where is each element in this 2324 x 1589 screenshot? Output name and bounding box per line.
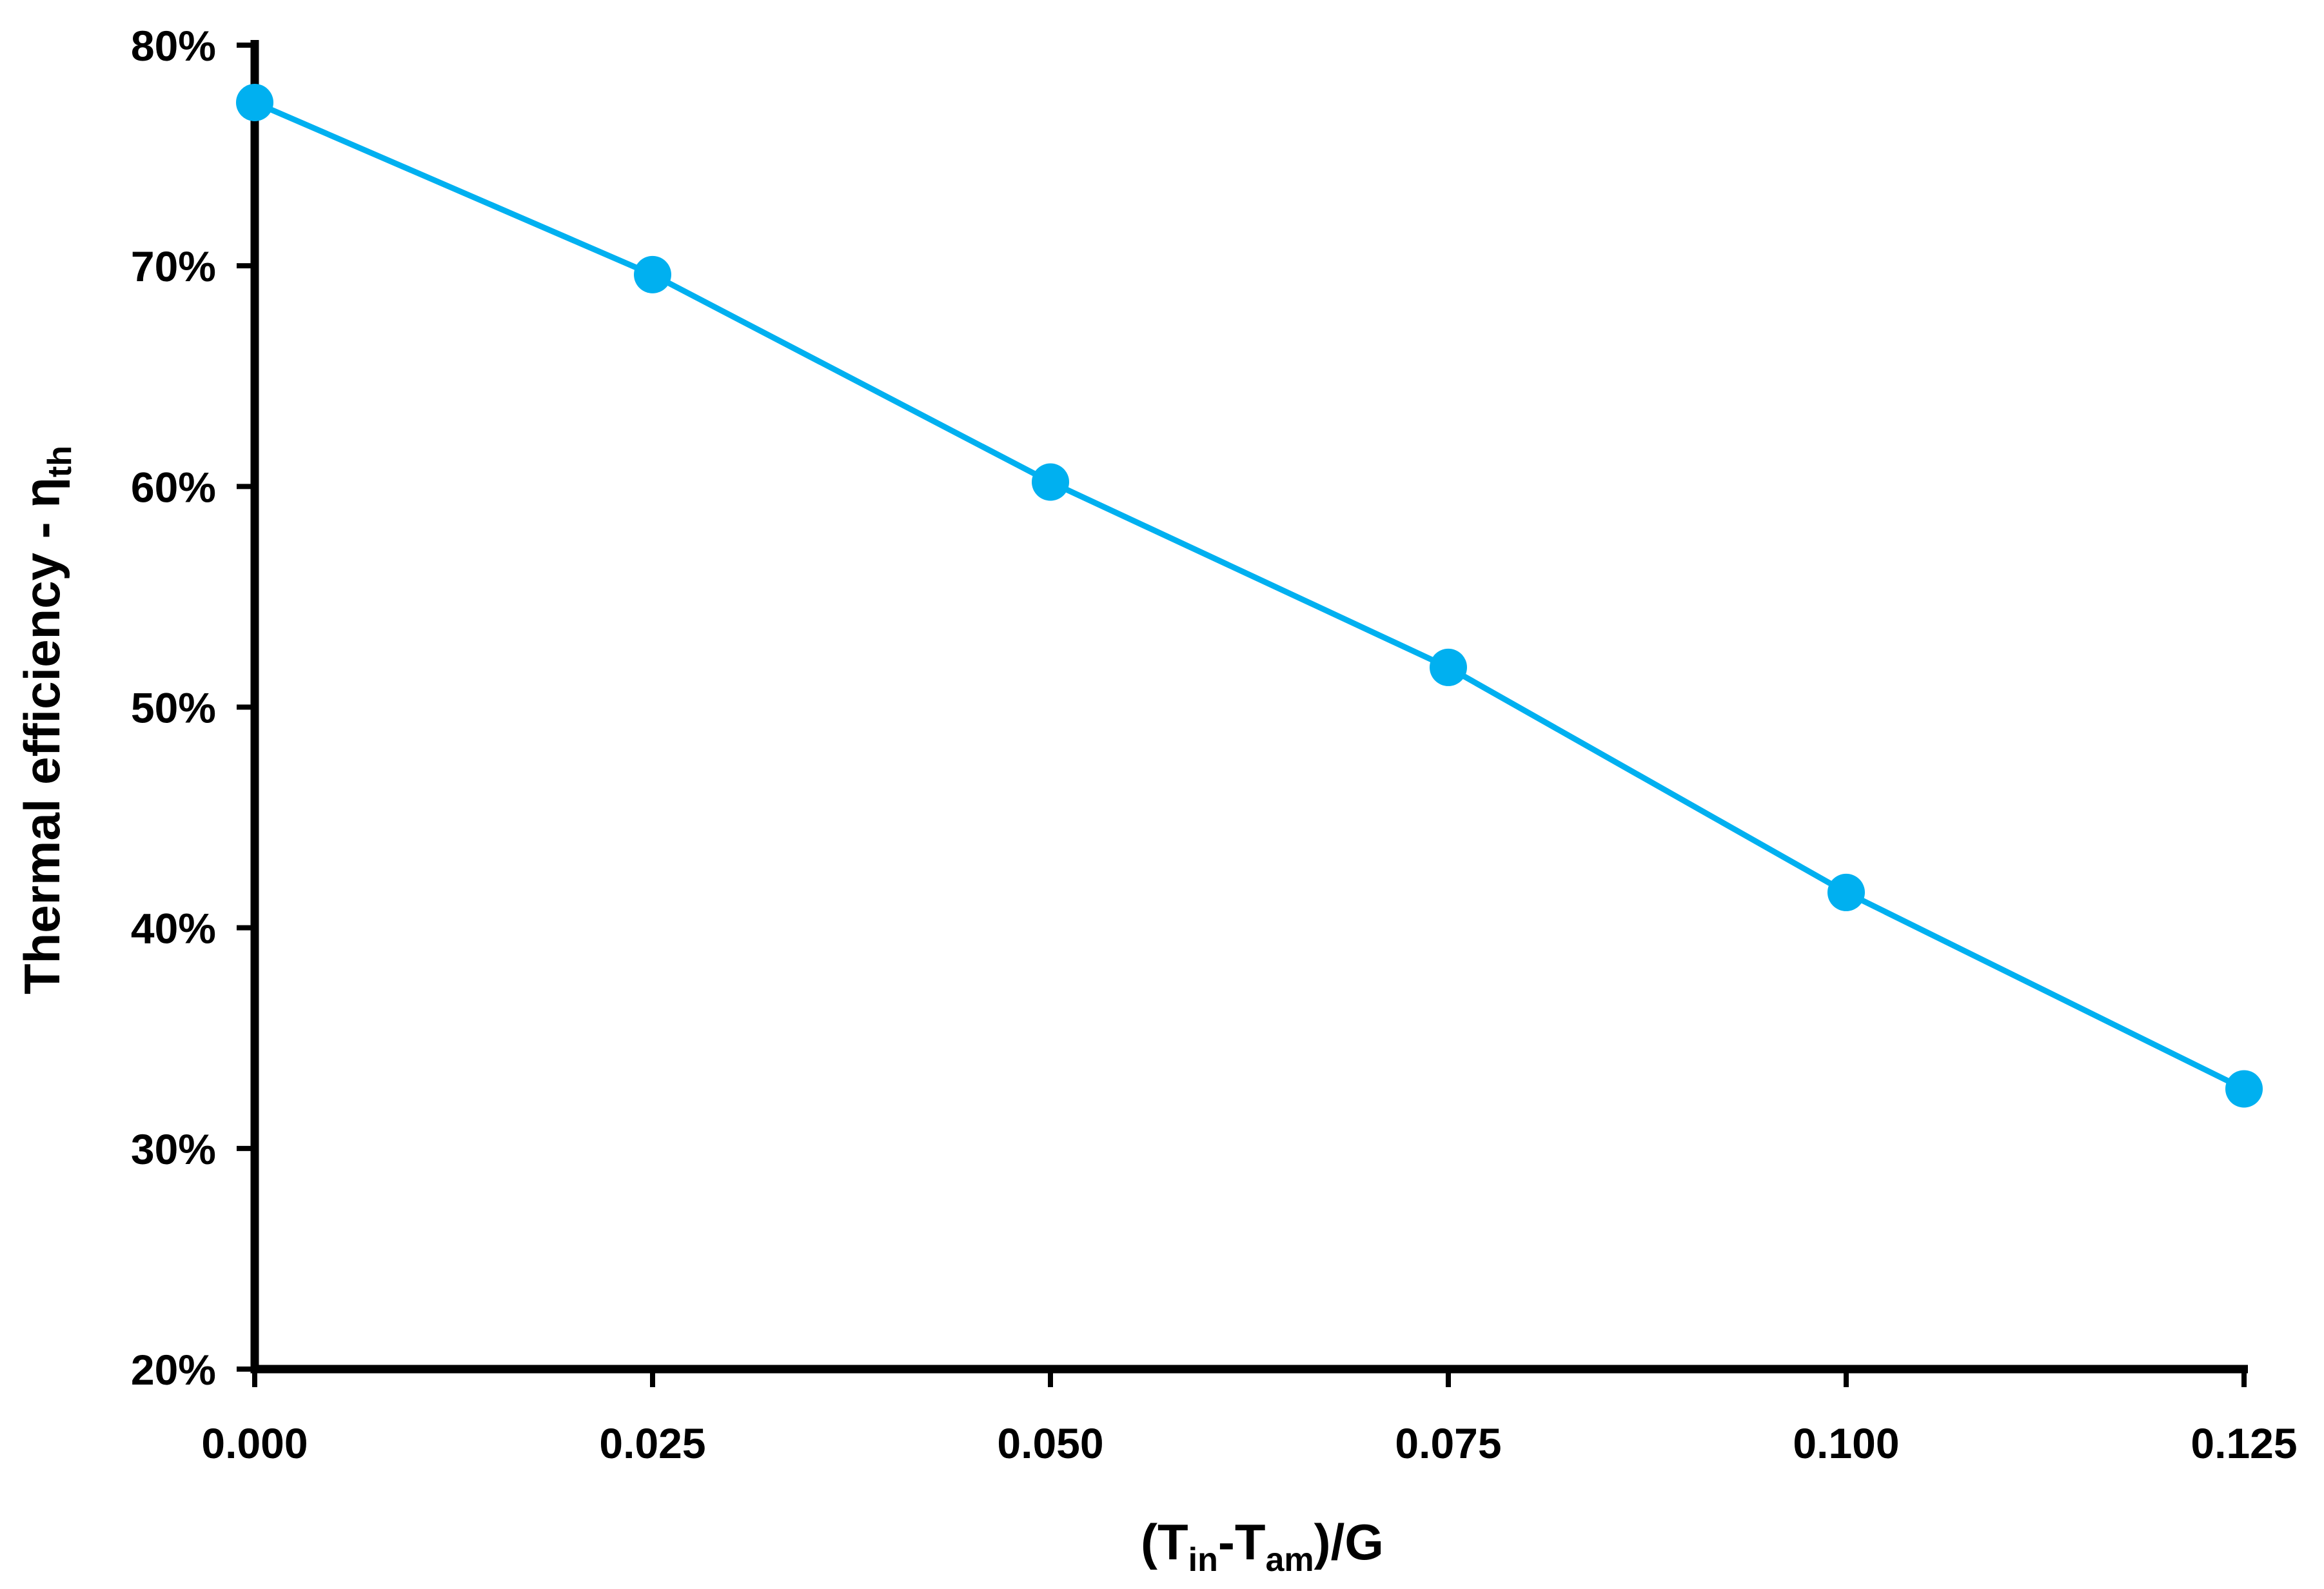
series-line (253, 99, 2245, 1092)
data-point (634, 255, 671, 293)
x-tick-label: 0.025 (599, 1419, 705, 1467)
data-point (1032, 463, 1069, 501)
x-tick-label: 0.000 (201, 1419, 308, 1467)
data-point (1430, 648, 1467, 686)
data-point (236, 83, 273, 121)
axis-titles: (Tin-Tam)/G Thermal efficiency - ηth (14, 446, 1384, 1579)
y-tick-label: 40% (131, 905, 216, 952)
y-tick-label: 60% (131, 463, 216, 511)
y-tick-label: 50% (131, 684, 216, 732)
y-tick-label: 70% (131, 242, 216, 290)
x-axis-ticks: 0.000 0.025 0.050 0.075 0.100 0.125 (201, 1369, 2298, 1467)
y-tick-label: 20% (131, 1346, 216, 1394)
x-tick-label: 0.050 (997, 1419, 1103, 1467)
x-tick-label: 0.125 (2191, 1419, 2297, 1467)
x-tick-label: 0.075 (1395, 1419, 1501, 1467)
axes (250, 40, 2248, 1374)
x-tick-label: 0.100 (1793, 1419, 1899, 1467)
y-axis-ticks: 20% 30% 40% 50% 60% 70% 80% (131, 22, 255, 1394)
y-tick-label: 30% (131, 1125, 216, 1173)
data-series (236, 83, 2263, 1108)
data-point (2225, 1070, 2263, 1108)
y-tick-label: 80% (131, 22, 216, 70)
data-point (1827, 873, 1865, 911)
y-axis-title: Thermal efficiency - ηth (14, 446, 79, 994)
x-axis-title: (Tin-Tam)/G (1141, 1514, 1384, 1579)
